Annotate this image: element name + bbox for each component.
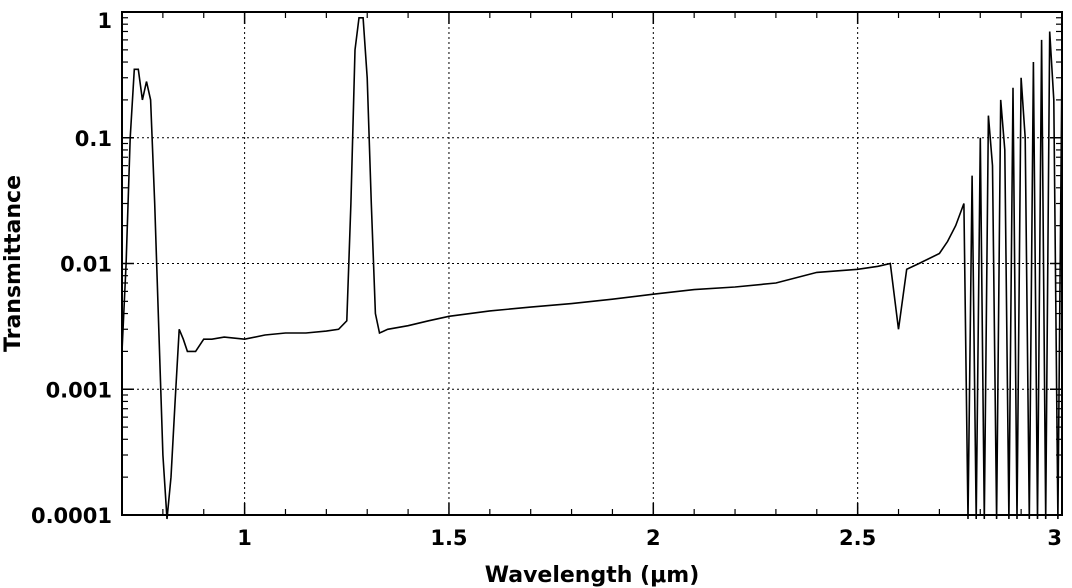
- y-tick-label: 1: [97, 9, 112, 33]
- y-axis-title: Transmittance: [1, 175, 26, 352]
- y-tick-label: 0.0001: [31, 504, 112, 528]
- y-tick-label: 0.001: [46, 378, 112, 402]
- x-axis-ticks: 1 1.5 2 2.5 3: [121, 12, 1063, 550]
- x-tick-label: 1: [237, 526, 252, 550]
- x-tick-label: 3: [1047, 526, 1062, 550]
- grid-lines: [122, 12, 1062, 515]
- y-axis-ticks: 0.0001 0.001 0.01 0.1 1: [31, 9, 1062, 528]
- x-axis-title: Wavelength (μm): [485, 563, 700, 588]
- x-tick-label: 2: [646, 526, 661, 550]
- y-tick-label: 0.01: [60, 253, 112, 277]
- x-tick-label: 1.5: [430, 526, 467, 550]
- transmittance-line: [121, 17, 1063, 520]
- x-tick-label: 2.5: [839, 526, 876, 550]
- y-tick-label: 0.1: [75, 127, 112, 151]
